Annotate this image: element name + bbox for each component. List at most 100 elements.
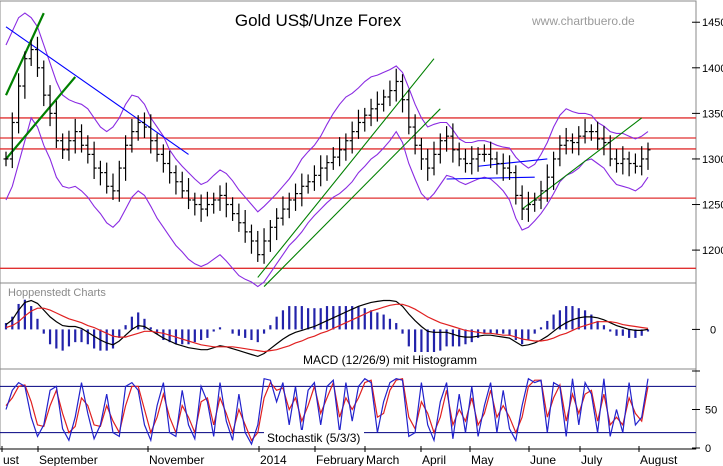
price-bar	[66, 130, 72, 161]
price-bar	[154, 133, 160, 162]
price-horizontal-lines	[0, 117, 696, 269]
price-bar	[614, 148, 620, 173]
trendline-4	[5, 76, 77, 160]
x-tick-label: November	[149, 453, 204, 466]
price-bar	[450, 123, 456, 163]
price-tick-label: 1400	[702, 63, 723, 75]
price-y-axis: 1200 1250 1300 1350 1400 1450	[692, 17, 723, 257]
x-tick-label: June	[530, 453, 556, 466]
price-bar	[595, 121, 601, 150]
macd-label-bg	[300, 352, 476, 367]
price-bar	[387, 80, 393, 107]
price-bar	[305, 174, 311, 194]
price-bar	[274, 208, 280, 241]
price-bar	[255, 230, 261, 262]
price-bar	[588, 124, 594, 141]
price-bar	[324, 155, 330, 181]
price-bar	[261, 228, 267, 264]
price-bar	[393, 68, 399, 102]
price-bar	[601, 126, 607, 156]
price-bar	[3, 151, 9, 167]
price-bar	[22, 51, 28, 99]
price-bar	[620, 146, 626, 175]
price-bar	[607, 135, 613, 167]
price-bar	[129, 118, 135, 153]
price-bar	[173, 165, 179, 195]
price-bar	[494, 151, 500, 175]
price-bar	[9, 112, 15, 169]
stochastic-y-axis: 0 50	[692, 370, 717, 455]
price-bar	[186, 178, 192, 210]
trendline-5	[257, 58, 435, 278]
price-bar	[444, 126, 450, 152]
price-bar	[582, 118, 588, 144]
price-bar	[160, 144, 166, 173]
price-bar	[104, 162, 110, 194]
price-bar	[280, 196, 286, 226]
x-tick-label: ust	[3, 453, 20, 466]
price-bar	[72, 118, 78, 154]
price-bar	[532, 192, 538, 212]
price-bar	[318, 155, 324, 187]
price-bar	[248, 224, 254, 254]
price-bar	[362, 107, 368, 132]
trendline-0	[5, 26, 189, 155]
price-bar	[645, 142, 651, 170]
price-bar	[544, 164, 550, 202]
macd-tick-label: 0	[710, 324, 716, 336]
price-bar	[91, 141, 97, 180]
price-bar	[293, 183, 299, 211]
x-tick-label: August	[640, 453, 678, 466]
x-tick-label: April	[422, 453, 446, 466]
price-bar	[267, 220, 273, 252]
price-tick-label: 1250	[702, 200, 723, 212]
x-tick-label: July	[581, 453, 602, 466]
price-bar	[116, 160, 122, 202]
price-tick-label: 1300	[702, 154, 723, 166]
price-bar	[437, 133, 443, 164]
price-bar	[135, 115, 141, 141]
bollinger-bands	[5, 12, 649, 288]
price-bar	[412, 114, 418, 155]
price-bar	[28, 39, 34, 66]
price-bar	[330, 147, 336, 170]
price-tick-label: 1450	[702, 17, 723, 29]
price-bar	[230, 197, 236, 221]
price-bar	[192, 192, 198, 216]
x-tick-label: September	[39, 453, 98, 466]
price-bar	[198, 194, 204, 222]
chart-title: Gold US$/Unze Forex	[235, 11, 402, 30]
price-bar	[337, 137, 343, 167]
hoppenstedt-label: Hoppenstedt Charts	[8, 287, 106, 299]
trendline-6	[263, 108, 441, 287]
price-bar	[123, 135, 129, 181]
price-bar	[425, 148, 431, 181]
price-bar	[551, 151, 557, 190]
x-tick-label: March	[366, 453, 399, 466]
price-bar	[500, 153, 506, 181]
price-bar	[47, 85, 53, 127]
price-bar	[34, 36, 40, 77]
price-bar	[60, 133, 66, 159]
price-bar	[355, 109, 361, 139]
stochastic-label: Stochastik (5/3/3)	[267, 431, 360, 445]
price-bar	[632, 153, 638, 174]
bollinger-bb_lower	[5, 116, 649, 288]
trendline-1	[478, 158, 548, 167]
price-bar	[557, 135, 563, 167]
price-bar	[563, 127, 569, 155]
price-bar	[148, 114, 154, 154]
price-bar	[211, 192, 217, 214]
stochastic-indicator	[5, 377, 649, 446]
stochastic-tick-label: 0	[705, 443, 711, 455]
source-watermark: www.chartbuero.de	[531, 14, 635, 28]
x-tick-label: February	[316, 453, 364, 466]
price-bar	[469, 146, 475, 175]
price-bar	[204, 191, 210, 217]
macd-signal-line	[5, 303, 649, 353]
price-bar	[418, 137, 424, 170]
price-bar	[475, 147, 481, 172]
price-bar	[481, 144, 487, 162]
macd-label: MACD (12/26/9) mit Histogramm	[303, 353, 477, 367]
price-tick-label: 1350	[702, 108, 723, 120]
